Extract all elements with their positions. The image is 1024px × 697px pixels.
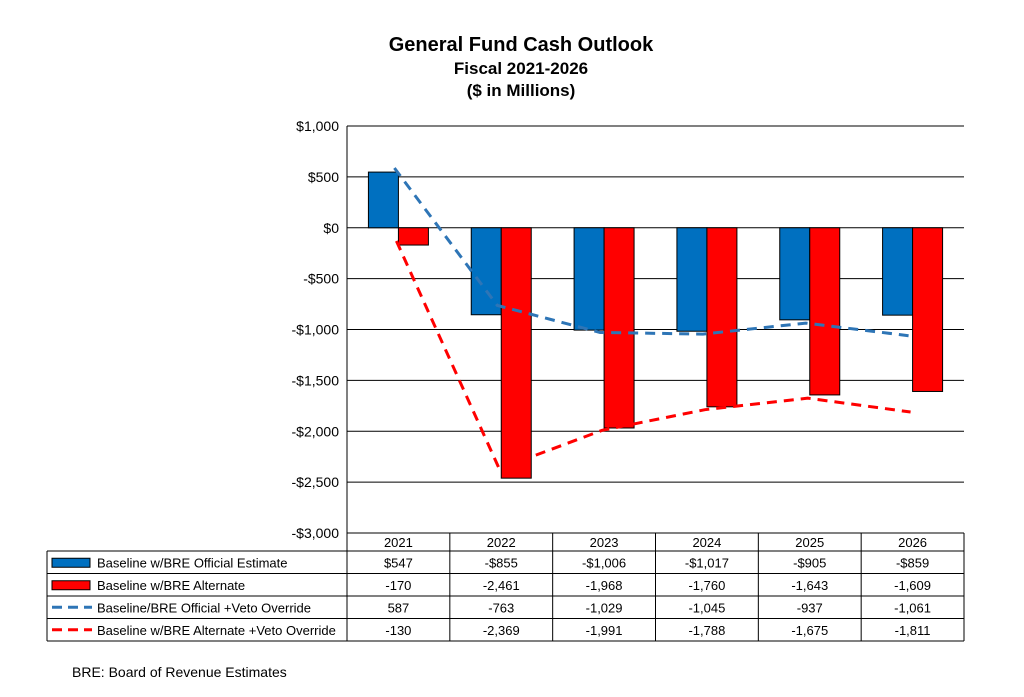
y-tick-label: -$500 [303,271,339,287]
bar-official-2022 [470,227,502,316]
line-alternate-veto [395,240,911,471]
table-cell: -2,461 [483,578,520,593]
table-cell: -2,369 [483,623,520,638]
table-header-2024: 2024 [692,535,721,550]
y-axis-ticks: $1,000 $500 $0 -$500 -$1,000 -$1,500 -$2,000 -$… [292,118,340,541]
grid [346,125,964,534]
table-cell: -$859 [896,555,929,570]
table-cell: -1,788 [688,623,725,638]
bar-official-2025 [779,227,811,321]
table-cell: -1,968 [586,578,623,593]
dashed-lines [393,167,911,471]
table-cell: -130 [385,623,411,638]
table-header-2023: 2023 [590,535,619,550]
legend-key-0 [51,557,91,568]
table-cell: -1,811 [895,623,931,638]
table-cell: 587 [388,600,410,615]
table-header-2021: 2021 [384,535,413,550]
y-tick-label: -$1,000 [292,322,340,338]
table-cell: -763 [488,600,514,615]
data-table: 2021 2022 2023 2024 2025 2026 Baseline w/BRE O… [46,533,965,642]
table-cell: -$905 [793,555,826,570]
legend-label-3: Baseline w/BRE Alternate +Veto Override [97,623,336,638]
y-tick-label: -$1,500 [292,372,340,388]
chart-title: General Fund Cash Outlook [389,34,654,56]
legend-key-1 [51,580,91,591]
legend-label-2: Baseline/BRE Official +Veto Override [97,600,311,615]
table-cell: -1,045 [688,600,725,615]
bar-official-2024 [676,227,708,332]
bar-alternate-2022 [500,227,532,479]
table-cell: -1,675 [791,623,828,638]
bar-alternate-2021 [397,227,429,246]
table-header-2025: 2025 [795,535,824,550]
table-cell: -937 [797,600,823,615]
table-cell: -$1,006 [582,555,626,570]
bar-alternate-2023 [603,227,635,429]
bar-official-2023 [573,227,605,331]
bars [367,171,944,479]
line-official-veto [393,167,909,338]
y-tick-label: -$3,000 [292,525,340,541]
table-cell: -1,029 [586,600,623,615]
table-cell: -$855 [485,555,518,570]
bar-official-2021 [367,171,399,229]
table-cell: -1,643 [791,578,828,593]
table-cell: -1,760 [688,578,725,593]
table-header-2022: 2022 [487,535,516,550]
table-cell: $547 [384,555,413,570]
y-tick-label: -$2,000 [292,423,340,439]
table-cell: -1,061 [894,600,931,615]
table-cell: -1,609 [894,578,931,593]
bar-alternate-2025 [809,227,841,396]
table-cell: -170 [385,578,411,593]
y-tick-label: $0 [323,220,339,236]
table-header-2026: 2026 [898,535,927,550]
chart-subtitle-fiscal: Fiscal 2021-2026 [454,59,588,78]
footnote: BRE: Board of Revenue Estimates [72,664,287,680]
bar-alternate-2024 [706,227,738,408]
chart-subtitle-units: ($ in Millions) [467,81,576,100]
y-tick-label: -$2,500 [292,474,340,490]
y-tick-label: $500 [308,169,339,185]
legend-label-1: Baseline w/BRE Alternate [97,578,245,593]
bar-official-2026 [882,227,914,316]
table-cell: -1,991 [586,623,623,638]
y-tick-label: $1,000 [296,118,339,134]
bar-alternate-2026 [912,227,944,392]
table-cell: -$1,017 [685,555,729,570]
legend-label-0: Baseline w/BRE Official Estimate [97,555,288,570]
